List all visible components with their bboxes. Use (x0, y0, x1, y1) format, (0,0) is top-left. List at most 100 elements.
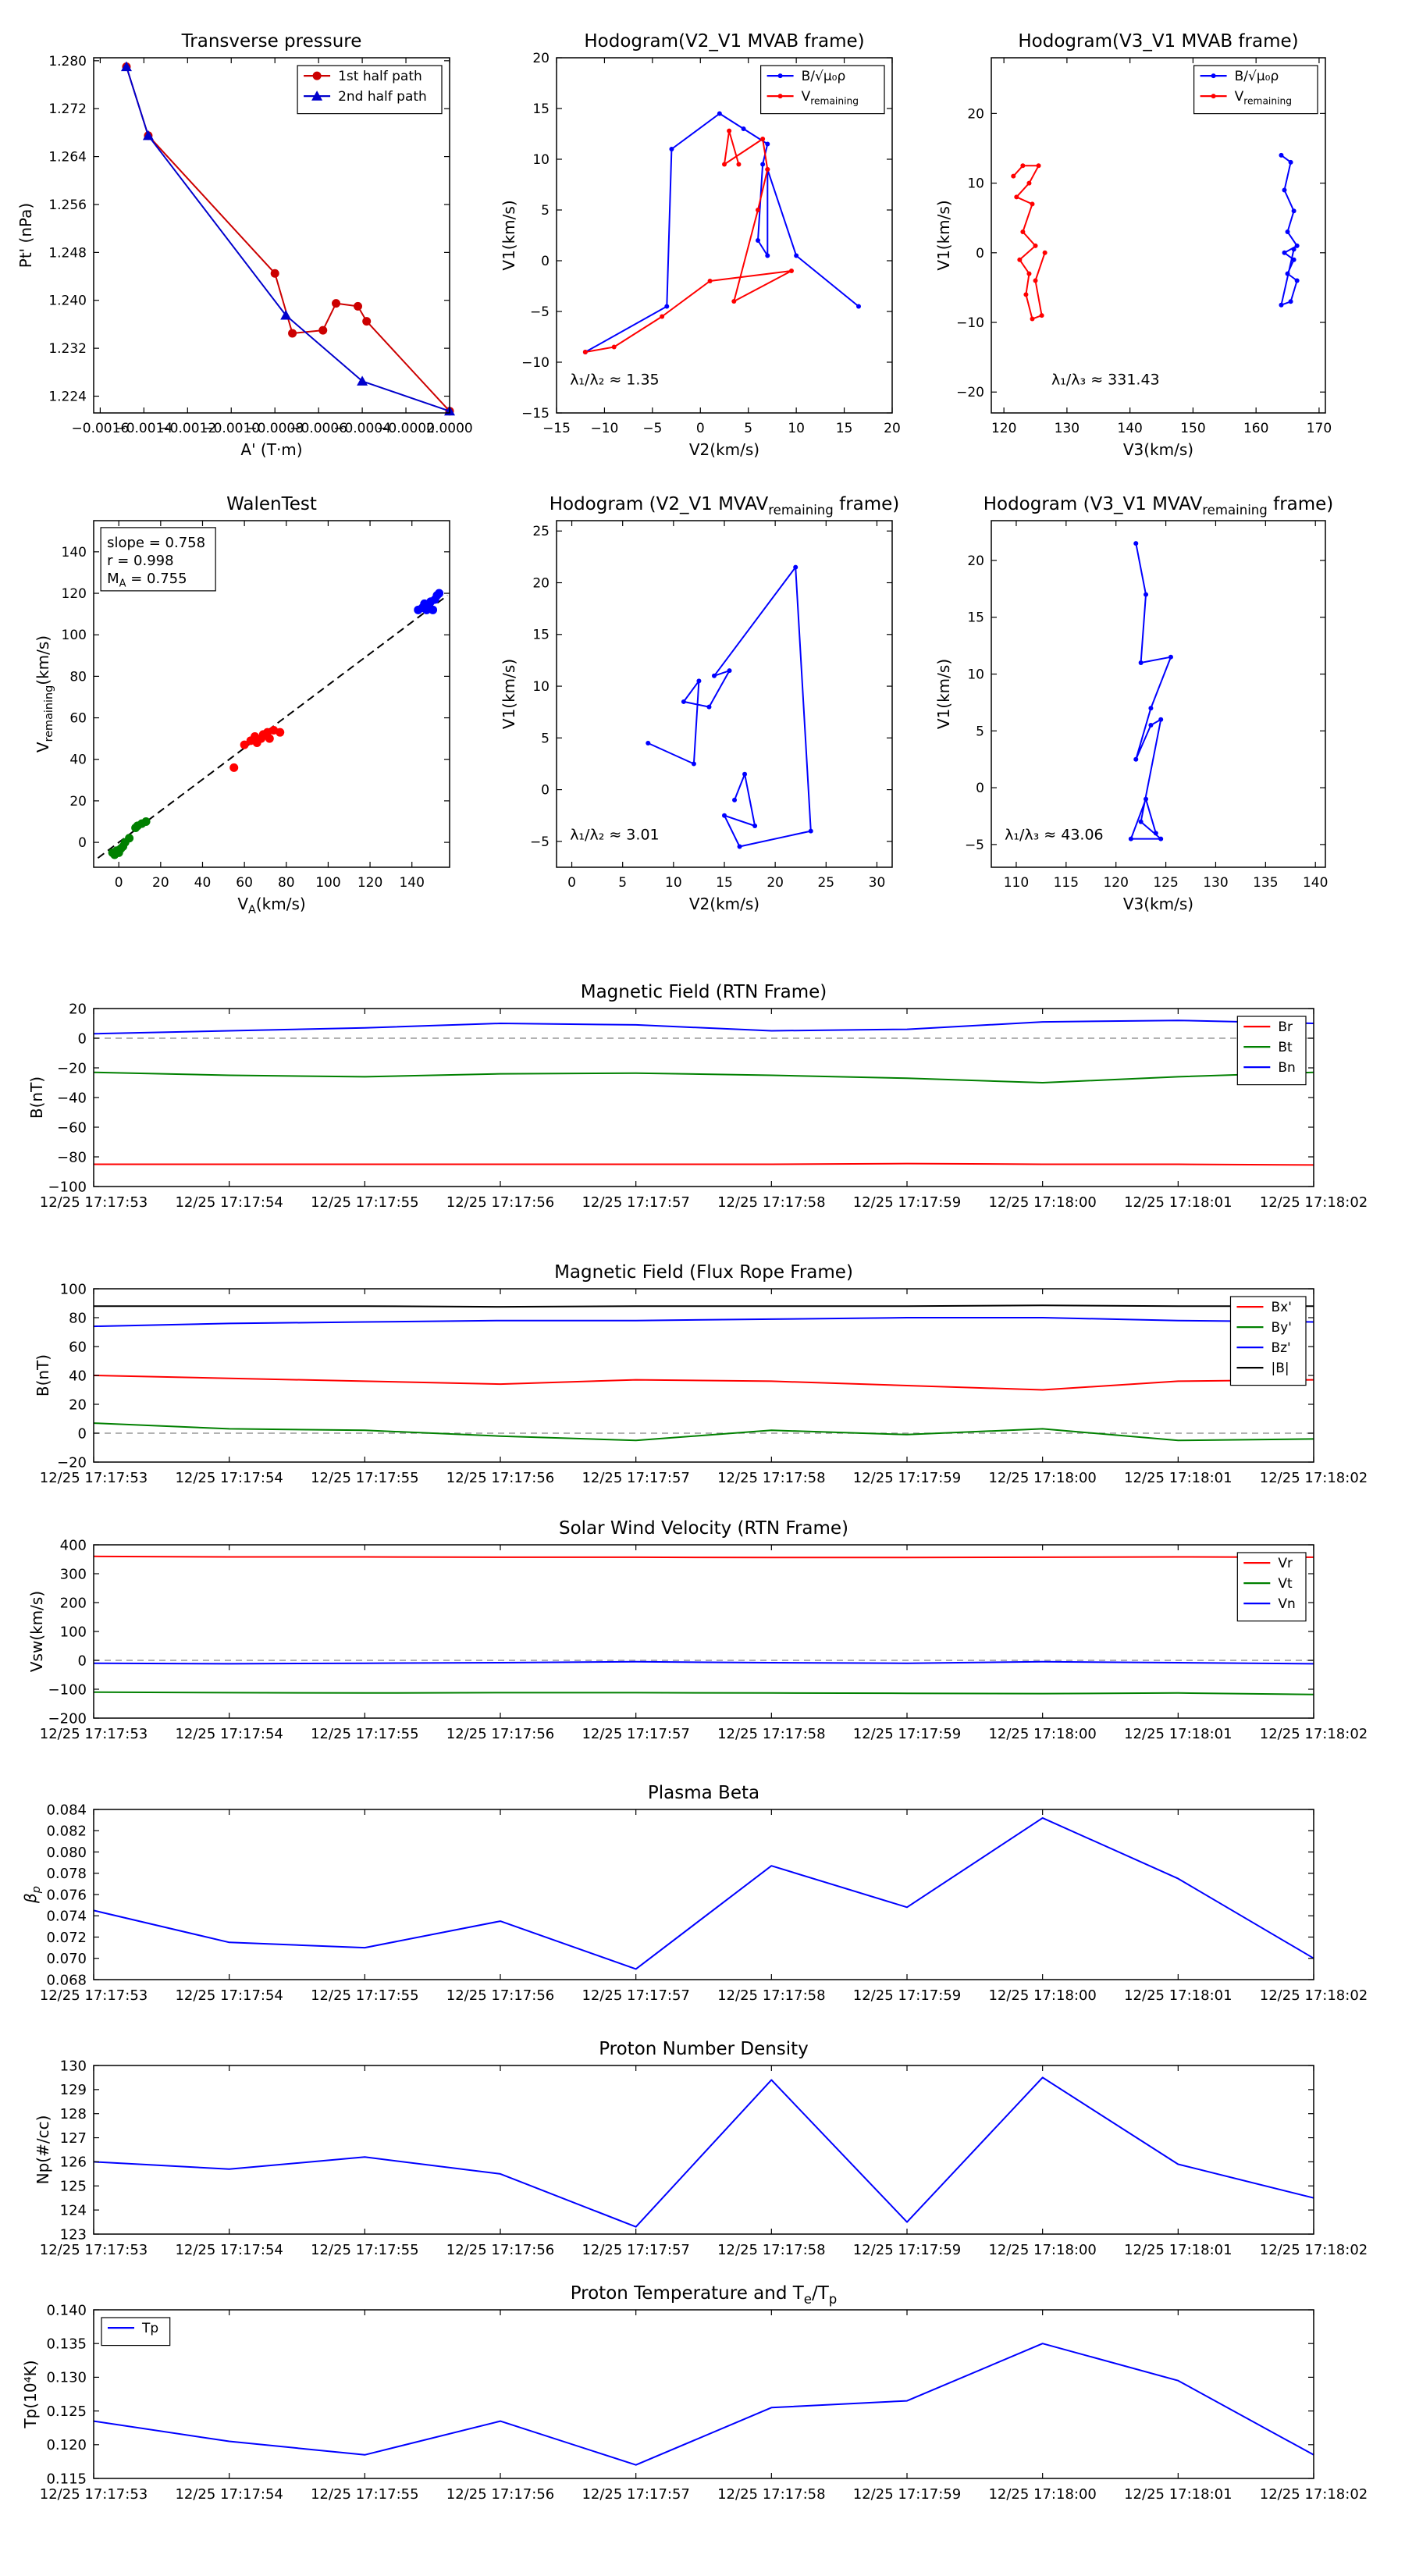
svg-text:|B|: |B| (1271, 1361, 1289, 1376)
svg-text:20: 20 (967, 106, 984, 122)
svg-text:12/25 17:17:56: 12/25 17:17:56 (446, 1194, 554, 1211)
svg-text:Pt' (nPa): Pt' (nPa) (16, 203, 35, 268)
svg-text:12/25 17:17:56: 12/25 17:17:56 (446, 1726, 554, 1742)
chart-transverse-pressure-panel: −0.0016 −0.0014 −0.0012 −0.0010 −0.0008 −0.00… (16, 31, 473, 459)
svg-text:100: 100 (315, 875, 340, 891)
svg-text:25: 25 (817, 875, 834, 891)
b-fluxrope-svg: 12/25 17:17:53 12/25 17:17:54 12/25 17:17:… (34, 1262, 1368, 1486)
svg-text:5: 5 (744, 421, 752, 436)
svg-text:12/25 17:18:02: 12/25 17:18:02 (1260, 2486, 1368, 2503)
svg-text:12/25 17:18:02: 12/25 17:18:02 (1260, 1194, 1368, 1211)
svg-text:−0.0014: −0.0014 (115, 421, 173, 436)
svg-text:12/25 17:17:54: 12/25 17:17:54 (175, 1987, 283, 2004)
svg-text:−0.0004: −0.0004 (333, 421, 391, 436)
svg-text:20: 20 (69, 1397, 87, 1413)
svg-text:λ₁/λ₂ ≈ 1.35: λ₁/λ₂ ≈ 1.35 (570, 372, 659, 389)
svg-text:λ₁/λ₃ ≈ 331.43: λ₁/λ₃ ≈ 331.43 (1051, 372, 1160, 389)
svg-text:12/25 17:17:57: 12/25 17:17:57 (582, 1470, 689, 1486)
svg-text:0: 0 (115, 875, 123, 891)
svg-text:123: 123 (60, 2226, 87, 2243)
svg-text:20: 20 (69, 794, 87, 809)
svg-text:15: 15 (836, 421, 853, 436)
svg-text:Magnetic Field (RTN Frame): Magnetic Field (RTN Frame) (581, 982, 827, 1002)
svg-text:12/25 17:18:02: 12/25 17:18:02 (1260, 2242, 1368, 2258)
svg-text:−100: −100 (48, 1681, 87, 1698)
svg-text:Hodogram (V2_V1 MVAVremaining: Hodogram (V2_V1 MVAVremaining frame) (550, 494, 900, 518)
svg-text:V1(km/s): V1(km/s) (934, 659, 953, 729)
svg-text:100: 100 (60, 1624, 87, 1640)
svg-text:12/25 17:18:01: 12/25 17:18:01 (1124, 2242, 1232, 2258)
svg-text:0: 0 (78, 1425, 87, 1442)
svg-text:110: 110 (1004, 875, 1029, 891)
svg-text:120: 120 (991, 421, 1016, 436)
svg-text:Br: Br (1278, 1019, 1293, 1035)
svg-text:B/√μ₀ρ: B/√μ₀ρ (1235, 69, 1279, 84)
svg-text:12/25 17:17:57: 12/25 17:17:57 (582, 1726, 689, 1742)
svg-text:20: 20 (884, 421, 901, 436)
svg-text:12/25 17:18:02: 12/25 17:18:02 (1260, 1987, 1368, 2004)
svg-text:Bz': Bz' (1271, 1340, 1290, 1356)
svg-text:−80: −80 (57, 1149, 87, 1165)
svg-text:0: 0 (696, 421, 705, 436)
svg-text:0.074: 0.074 (46, 1909, 87, 1925)
svg-text:12/25 17:18:00: 12/25 17:18:00 (988, 2486, 1096, 2503)
svg-text:0: 0 (976, 246, 984, 262)
svg-text:r = 0.998: r = 0.998 (107, 553, 173, 569)
svg-text:12/25 17:17:55: 12/25 17:17:55 (311, 1726, 418, 1742)
svg-text:12/25 17:17:54: 12/25 17:17:54 (175, 1194, 283, 1211)
svg-text:0: 0 (78, 835, 87, 851)
svg-text:−100: −100 (48, 1179, 87, 1195)
svg-text:5: 5 (541, 731, 550, 746)
svg-text:20: 20 (532, 575, 550, 591)
svg-text:12/25 17:17:59: 12/25 17:17:59 (853, 1470, 961, 1486)
svg-text:Proton Number Density: Proton Number Density (599, 2039, 809, 2059)
svg-text:Bx': Bx' (1271, 1300, 1291, 1315)
svg-text:−0.0016: −0.0016 (72, 421, 130, 436)
svg-text:12/25 17:17:54: 12/25 17:17:54 (175, 2242, 283, 2258)
proton-temp-svg: 12/25 17:17:53 12/25 17:17:54 12/25 17:17:… (21, 2283, 1368, 2503)
svg-text:Hodogram (V3_V1 MVAVremaining: Hodogram (V3_V1 MVAVremaining frame) (984, 494, 1334, 518)
svg-text:12/25 17:18:01: 12/25 17:18:01 (1124, 1987, 1232, 2004)
chart-walen-test-panel: 0 20 40 60 80 100 120 140 0 20 40 60 80 100 120 140 Wale… (34, 494, 450, 916)
svg-text:20: 20 (767, 875, 784, 891)
svg-text:12/25 17:17:53: 12/25 17:17:53 (40, 1987, 148, 2004)
svg-text:200: 200 (60, 1595, 87, 1611)
svg-text:1.264: 1.264 (48, 150, 87, 165)
svg-text:1.240: 1.240 (48, 294, 87, 309)
svg-text:1.232: 1.232 (48, 341, 87, 357)
svg-text:20: 20 (69, 1001, 87, 1017)
svg-text:Hodogram(V3_V1 MVAB frame): Hodogram(V3_V1 MVAB frame) (1018, 31, 1298, 52)
svg-text:15: 15 (532, 628, 550, 643)
svg-text:−0.0006: −0.0006 (290, 421, 347, 436)
b-rtn-svg: 12/25 17:17:53 12/25 17:17:54 12/25 17:17:… (27, 982, 1368, 1211)
svg-text:0.140: 0.140 (46, 2302, 87, 2318)
svg-text:12/25 17:18:00: 12/25 17:18:00 (988, 1470, 1096, 1486)
svg-text:15: 15 (967, 610, 984, 626)
svg-text:−10: −10 (956, 315, 984, 331)
svg-text:400: 400 (60, 1537, 87, 1553)
svg-text:60: 60 (236, 875, 253, 891)
svg-text:10: 10 (532, 679, 550, 695)
svg-text:130: 130 (1055, 421, 1080, 436)
svg-text:80: 80 (278, 875, 295, 891)
chart-hodogram-v3v1-mvav-panel: 110 115 120 125 130 135 140 −5 0 5 10 15 20 Hodogram … (934, 494, 1333, 913)
svg-text:Vt: Vt (1278, 1576, 1293, 1592)
svg-text:124: 124 (60, 2202, 87, 2218)
svg-text:V3(km/s): V3(km/s) (1123, 440, 1193, 459)
svg-text:20: 20 (152, 875, 169, 891)
svg-text:12/25 17:17:59: 12/25 17:17:59 (853, 2486, 961, 2503)
chart-solar-wind-velocity-panel: 12/25 17:17:53 12/25 17:17:54 12/25 17:17:… (27, 1518, 1368, 1742)
svg-text:2nd half path: 2nd half path (338, 89, 427, 105)
svg-text:12/25 17:17:58: 12/25 17:17:58 (717, 2242, 825, 2258)
svg-text:120: 120 (357, 875, 382, 891)
svg-text:12/25 17:18:02: 12/25 17:18:02 (1260, 1470, 1368, 1486)
vsw-rtn-svg: 12/25 17:17:53 12/25 17:17:54 12/25 17:17:… (27, 1518, 1368, 1742)
svg-text:115: 115 (1054, 875, 1079, 891)
svg-text:0.135: 0.135 (46, 2336, 87, 2353)
svg-text:60: 60 (69, 711, 87, 727)
svg-text:140: 140 (1303, 875, 1328, 891)
svg-text:12/25 17:17:58: 12/25 17:17:58 (717, 1987, 825, 2004)
svg-text:1st half path: 1st half path (338, 69, 422, 84)
svg-text:12/25 17:18:02: 12/25 17:18:02 (1260, 1726, 1368, 1742)
svg-text:12/25 17:17:54: 12/25 17:17:54 (175, 2486, 283, 2503)
